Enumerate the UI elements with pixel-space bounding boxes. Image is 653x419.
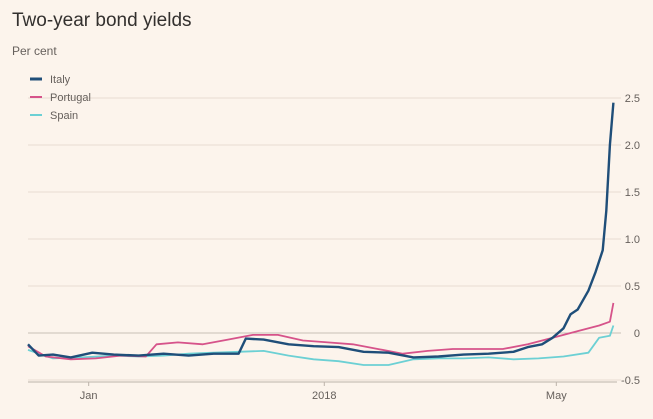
chart-title: Two-year bond yields: [12, 10, 192, 31]
gridlines: [28, 97, 621, 381]
legend: Italy Portugal Spain: [30, 74, 91, 122]
y-tick-label: 2.5: [625, 93, 640, 105]
x-tick-label: Jan: [80, 390, 98, 402]
legend-label: Italy: [50, 74, 71, 86]
y-axis-label: Per cent: [12, 44, 57, 58]
y-tick-label: 1.0: [625, 234, 640, 246]
x-axis-ticks: Jan 2018 May: [28, 381, 617, 402]
y-tick-label: 0.5: [625, 281, 640, 293]
y-axis-ticks: 2.5 2.0 1.5 1.0 0.5 0 -0.5: [621, 93, 640, 387]
series-line-italy: [27, 102, 615, 359]
y-tick-label: 0: [634, 328, 640, 340]
y-tick-label: 2.0: [625, 140, 640, 152]
x-tick-label: May: [546, 390, 567, 402]
series-line-portugal: [27, 302, 615, 361]
legend-label: Portugal: [50, 92, 91, 104]
y-tick-label: 1.5: [625, 187, 640, 199]
y-tick-label: -0.5: [621, 375, 640, 387]
x-tick-label: 2018: [312, 390, 336, 402]
series-lines: [27, 102, 615, 366]
legend-label: Spain: [50, 110, 78, 122]
